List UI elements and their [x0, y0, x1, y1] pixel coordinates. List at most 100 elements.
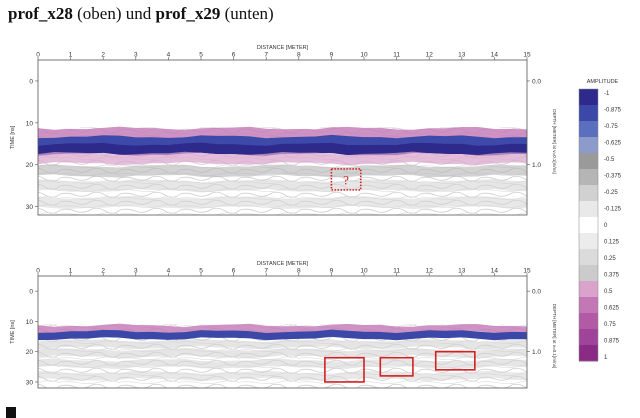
x-tick-label: 1 — [69, 268, 73, 275]
caption-profile-1: prof_x28 — [8, 4, 73, 23]
colorbar-swatch — [579, 105, 598, 122]
colorbar-tick-label: -1 — [604, 91, 610, 97]
x-tick-label: 3 — [134, 52, 138, 59]
x-tick-label: 11 — [393, 268, 400, 275]
radargram-panel-top: DISTANCE [METER]0 1 2 3 4 5 6 7 8 9 10 11 12 13 14 1501… — [10, 45, 557, 216]
reflection-band — [38, 358, 527, 369]
colorbar-swatch — [579, 329, 598, 346]
x-tick-label: 12 — [426, 52, 434, 59]
radargram-panel-bottom: DISTANCE [METER]0 1 2 3 4 5 6 7 8 9 10 11 12 13 14 1501… — [10, 261, 557, 389]
x-tick-label: 11 — [393, 52, 400, 59]
anomaly-box — [379, 356, 414, 377]
x-tick-label: 13 — [458, 52, 466, 59]
colorbar-swatch — [579, 233, 598, 250]
x-tick-label: 5 — [199, 52, 203, 59]
depth-tick-label: 0.0 — [532, 78, 541, 85]
colorbar-tick-label: -0.25 — [604, 190, 618, 196]
x-tick-label: 6 — [232, 268, 236, 275]
x-tick-label: 1 — [69, 52, 73, 59]
y-axis-title: TIME [ns] — [10, 320, 16, 344]
colorbar-tick-label: 0.375 — [604, 273, 620, 279]
amplitude-colorbar: AMPLITUDE -1 -0.875 -0.75 -0.625 -0.5 -0.375 -0… — [578, 79, 622, 362]
x-tick-label: 12 — [426, 268, 434, 275]
x-tick-label: 9 — [330, 268, 334, 275]
x-tick-label: 2 — [101, 52, 105, 59]
x-tick-label: 15 — [523, 52, 531, 59]
depth-axis-title: DEPTH [METER] at v=0.1[m/ns] — [552, 109, 557, 173]
colorbar-tick-label: 0.75 — [604, 322, 616, 328]
x-tick-label: 14 — [491, 268, 499, 275]
x-axis-title: DISTANCE [METER] — [257, 261, 309, 267]
caption-profile-2: prof_x29 — [155, 4, 221, 23]
reflection-band — [38, 347, 527, 359]
x-tick-label: 0 — [36, 52, 40, 59]
colorbar-tick-label: 0 — [604, 223, 608, 229]
x-tick-label: 9 — [330, 52, 334, 59]
y-tick-label: 20 — [26, 349, 34, 356]
x-tick-label: 0 — [36, 268, 40, 275]
y-axis-title: TIME [ns] — [10, 125, 16, 149]
colorbar-tick-label: -0.125 — [604, 207, 622, 213]
colorbar-swatch — [579, 89, 598, 106]
reflection-band — [38, 370, 527, 382]
colorbar-title: AMPLITUDE — [587, 79, 619, 85]
anomaly-label: ? — [343, 172, 349, 187]
x-tick-label: 4 — [167, 268, 171, 275]
colorbar-swatch — [579, 345, 598, 362]
y-tick-label: 10 — [26, 319, 34, 326]
corner-mark — [6, 407, 16, 418]
colorbar-tick-label: 1 — [604, 355, 608, 361]
colorbar-tick-label: 0.875 — [604, 339, 620, 345]
caption-mid: (oben) und — [72, 4, 156, 23]
colorbar-tick-label: 0.5 — [604, 289, 613, 295]
x-tick-label: 8 — [297, 52, 301, 59]
y-tick-label: 10 — [26, 120, 34, 127]
colorbar-swatch — [579, 153, 598, 170]
colorbar-swatch — [579, 169, 598, 186]
caption-end: (unten) — [220, 4, 274, 23]
x-tick-label: 8 — [297, 268, 301, 275]
colorbar-swatch — [579, 121, 598, 138]
anomaly-box — [434, 350, 476, 371]
reflection-band — [38, 338, 527, 350]
figure-caption: prof_x28 (oben) und prof_x29 (unten) — [8, 4, 274, 24]
anomaly-box — [330, 168, 362, 191]
colorbar-swatch — [579, 265, 598, 282]
x-tick-label: 3 — [134, 268, 138, 275]
x-tick-label: 13 — [458, 268, 466, 275]
y-tick-label: 20 — [26, 162, 34, 169]
colorbar-swatch — [579, 313, 598, 330]
colorbar-swatch — [579, 137, 598, 154]
reflection-band — [38, 151, 527, 166]
y-tick-label: 30 — [26, 204, 34, 211]
colorbar-tick-label: -0.625 — [604, 141, 622, 147]
x-tick-label: 7 — [264, 268, 268, 275]
plot-frame — [37, 275, 528, 389]
colorbar-swatch — [579, 201, 598, 218]
colorbar-tick-label: 0.125 — [604, 240, 620, 246]
colorbar-swatch — [579, 217, 598, 234]
colorbar-tick-label: -0.375 — [604, 174, 622, 180]
reflection-band — [38, 195, 527, 209]
plot-frame — [37, 59, 528, 216]
x-axis-title: DISTANCE [METER] — [257, 45, 309, 51]
colorbar-swatch — [579, 297, 598, 314]
colorbar-tick-label: -0.75 — [604, 124, 618, 130]
x-tick-label: 7 — [264, 52, 268, 59]
colorbar-tick-label: 0.625 — [604, 306, 620, 312]
anomaly-box — [324, 356, 365, 383]
y-tick-label: 30 — [26, 379, 34, 386]
colorbar-swatch — [579, 185, 598, 202]
x-tick-label: 5 — [199, 268, 203, 275]
colorbar-tick-label: 0.25 — [604, 256, 616, 262]
depth-tick-label: 1.0 — [532, 162, 541, 169]
reflection-band — [38, 126, 527, 141]
depth-axis-title: DEPTH [METER] at v=0.1[m/ns] — [552, 304, 557, 368]
reflection-band — [38, 329, 527, 341]
colorbar-swatch — [579, 281, 598, 298]
reflection-band — [38, 164, 527, 178]
y-tick-label: 0 — [29, 78, 33, 85]
depth-tick-label: 1.0 — [532, 349, 541, 356]
x-tick-label: 6 — [232, 52, 236, 59]
colorbar-frame — [578, 88, 599, 362]
